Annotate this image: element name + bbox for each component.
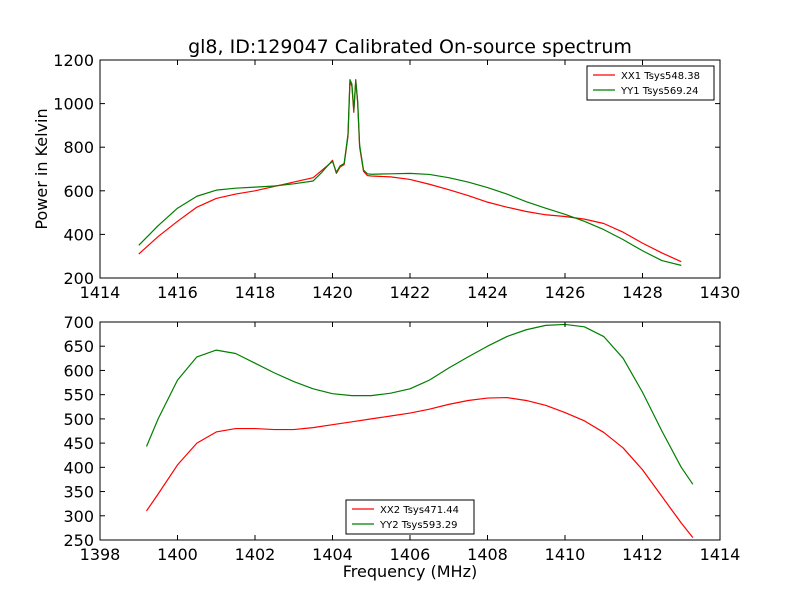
x-tick-label: 1406 bbox=[390, 545, 431, 564]
y-tick-label: 650 bbox=[63, 337, 94, 356]
y-tick-label: 600 bbox=[63, 182, 94, 201]
x-tick-label: 1398 bbox=[80, 545, 121, 564]
legend: XX2 Tsys471.44 YY2 Tsys593.29 bbox=[345, 499, 475, 535]
y-tick-label: 600 bbox=[63, 361, 94, 380]
series-line-2-2 bbox=[145, 323, 694, 485]
y-tick-label: 550 bbox=[63, 386, 94, 405]
x-tick-label: 1414 bbox=[80, 283, 121, 302]
x-tick-label: 1400 bbox=[157, 545, 198, 564]
x-tick-label: 1410 bbox=[545, 545, 586, 564]
legend: XX1 Tsys548.38 YY1 Tsys569.24 bbox=[586, 65, 715, 101]
legend-label: XX2 Tsys471.44 bbox=[380, 505, 459, 516]
y-tick-label: 450 bbox=[63, 434, 94, 453]
series-line-2-1 bbox=[146, 396, 694, 538]
legend-box bbox=[345, 499, 475, 535]
legend-label: YY1 Tsys569.24 bbox=[620, 86, 699, 97]
y-tick-label: 700 bbox=[63, 313, 94, 332]
bottom-panel: 1398 1400 1402 1404 1406 1408 1410 1412 1414 250 3… bbox=[63, 313, 740, 581]
x-tick-label: 1418 bbox=[235, 283, 276, 302]
y-tick-label: 1000 bbox=[53, 95, 94, 114]
legend-box bbox=[586, 65, 715, 101]
x-tick-label: 1430 bbox=[700, 283, 741, 302]
series-line-1-2 bbox=[138, 79, 682, 266]
chart-title: gl8, ID:129047 Calibrated On-source spec… bbox=[188, 36, 632, 58]
x-tick-label: 1414 bbox=[700, 545, 741, 564]
y-tick-label: 400 bbox=[63, 458, 94, 477]
x-tick-label: 1428 bbox=[622, 283, 663, 302]
x-tick-label: 1408 bbox=[467, 545, 508, 564]
y-tick-label: 400 bbox=[63, 225, 94, 244]
y-tick-label: 200 bbox=[63, 269, 94, 288]
y-axis-label: Power in Kelvin bbox=[32, 108, 51, 229]
x-axis-label: Frequency (MHz) bbox=[343, 562, 477, 581]
x-tick-label: 1424 bbox=[467, 283, 508, 302]
x-tick-label: 1412 bbox=[622, 545, 663, 564]
legend-label: XX1 Tsys548.38 bbox=[621, 71, 700, 82]
x-tick-label: 1422 bbox=[390, 283, 431, 302]
y-tick-label: 250 bbox=[63, 531, 94, 550]
x-tick-label: 1402 bbox=[235, 545, 276, 564]
y-tick-label: 800 bbox=[63, 138, 94, 157]
legend-label: YY2 Tsys593.29 bbox=[379, 520, 458, 531]
y-tick-label: 500 bbox=[63, 410, 94, 429]
x-tick-label: 1420 bbox=[312, 283, 353, 302]
x-tick-label: 1404 bbox=[312, 545, 353, 564]
y-tick-label: 350 bbox=[63, 483, 94, 502]
top-panel: 1414 1416 1418 1420 1422 1424 1426 1428 1430 200 4… bbox=[32, 51, 740, 302]
x-tick-label: 1416 bbox=[157, 283, 198, 302]
y-tick-label: 300 bbox=[63, 507, 94, 526]
y-tick-label: 1200 bbox=[53, 51, 94, 70]
x-tick-label: 1426 bbox=[545, 283, 586, 302]
